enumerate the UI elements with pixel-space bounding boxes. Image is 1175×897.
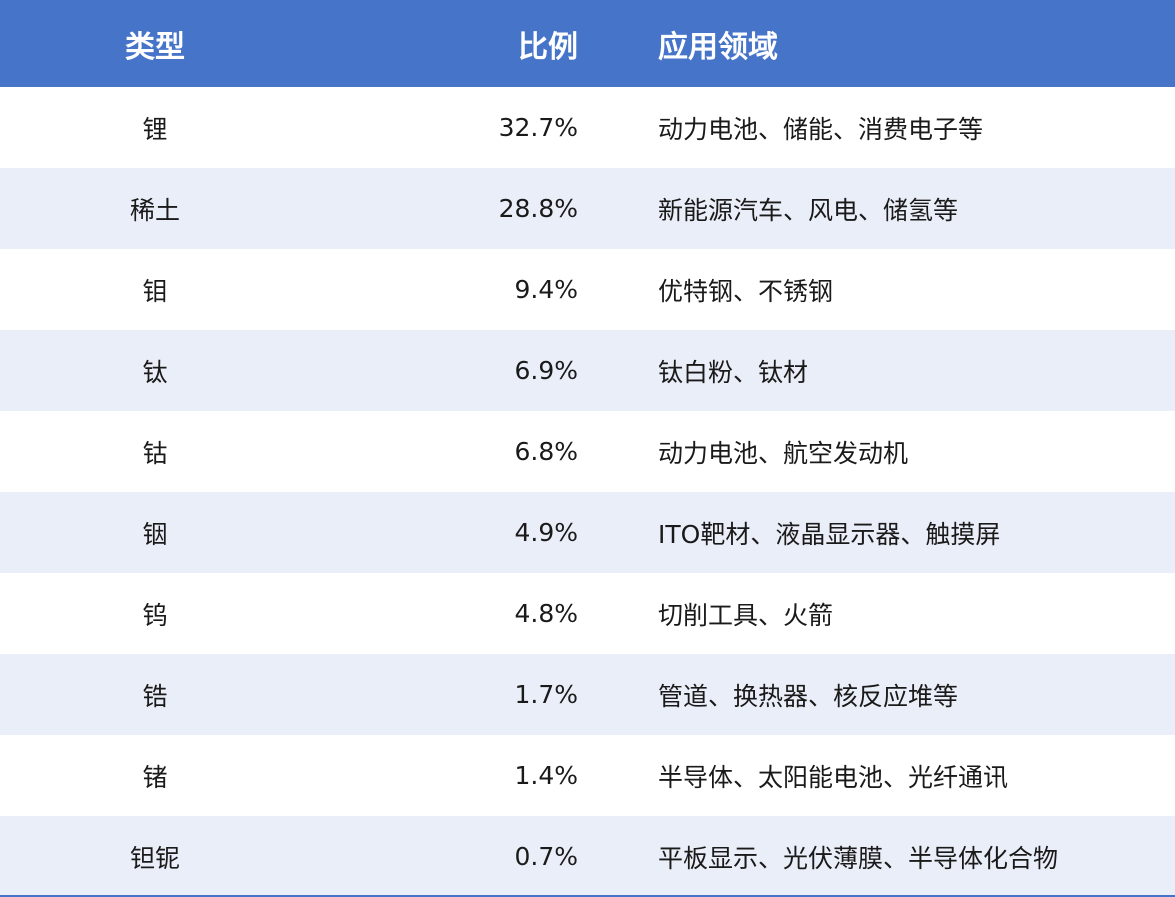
cell-type: 钨	[142, 600, 168, 630]
cell-type: 稀土	[129, 195, 180, 225]
cell-application: 钛白粉、钛材	[658, 357, 809, 387]
cell-type: 锆	[142, 681, 168, 711]
cell-application: 半导体、太阳能电池、光纤通讯	[658, 762, 1009, 792]
cell-application: ITO靶材、液晶显示器、触摸屏	[658, 519, 1001, 549]
cell-ratio: 9.4%	[514, 275, 578, 304]
table-row: 锂 32.7% 动力电池、储能、消费电子等	[0, 87, 1175, 168]
cell-application: 新能源汽车、风电、储氢等	[658, 195, 959, 225]
cell-type: 铟	[142, 519, 168, 549]
table-row: 钛 6.9% 钛白粉、钛材	[0, 330, 1175, 411]
cell-application: 动力电池、储能、消费电子等	[658, 114, 984, 144]
header-ratio: 比例	[518, 29, 578, 65]
cell-ratio: 28.8%	[498, 194, 578, 223]
table-header: 类型 比例 应用领域	[0, 0, 1175, 87]
cell-type: 钽铌	[129, 843, 180, 873]
table-row: 钽铌 0.7% 平板显示、光伏薄膜、半导体化合物	[0, 816, 1175, 897]
table-row: 锗 1.4% 半导体、太阳能电池、光纤通讯	[0, 735, 1175, 816]
table-row: 钼 9.4% 优特钢、不锈钢	[0, 249, 1175, 330]
cell-type: 钼	[142, 276, 168, 306]
cell-ratio: 4.9%	[514, 518, 578, 547]
cell-type: 钴	[142, 438, 168, 468]
table-row: 钴 6.8% 动力电池、航空发动机	[0, 411, 1175, 492]
cell-ratio: 6.9%	[514, 356, 578, 385]
cell-ratio: 32.7%	[498, 113, 578, 142]
cell-type: 钛	[142, 357, 168, 387]
header-application: 应用领域	[658, 29, 778, 65]
table-row: 铟 4.9% ITO靶材、液晶显示器、触摸屏	[0, 492, 1175, 573]
cell-application: 平板显示、光伏薄膜、半导体化合物	[658, 843, 1059, 873]
cell-type: 锗	[142, 762, 168, 792]
table-row: 钨 4.8% 切削工具、火箭	[0, 573, 1175, 654]
header-type: 类型	[125, 29, 185, 65]
table-bottom-border	[0, 895, 1175, 897]
table-row: 稀土 28.8% 新能源汽车、风电、储氢等	[0, 168, 1175, 249]
table-row: 锆 1.7% 管道、换热器、核反应堆等	[0, 654, 1175, 735]
cell-ratio: 1.7%	[514, 680, 578, 709]
cell-ratio: 0.7%	[514, 842, 578, 871]
cell-ratio: 6.8%	[514, 437, 578, 466]
cell-ratio: 4.8%	[514, 599, 578, 628]
cell-type: 锂	[142, 114, 168, 144]
cell-application: 动力电池、航空发动机	[658, 438, 909, 468]
cell-application: 优特钢、不锈钢	[658, 276, 834, 306]
cell-application: 管道、换热器、核反应堆等	[658, 681, 959, 711]
cell-ratio: 1.4%	[514, 761, 578, 790]
cell-application: 切削工具、火箭	[658, 600, 834, 630]
